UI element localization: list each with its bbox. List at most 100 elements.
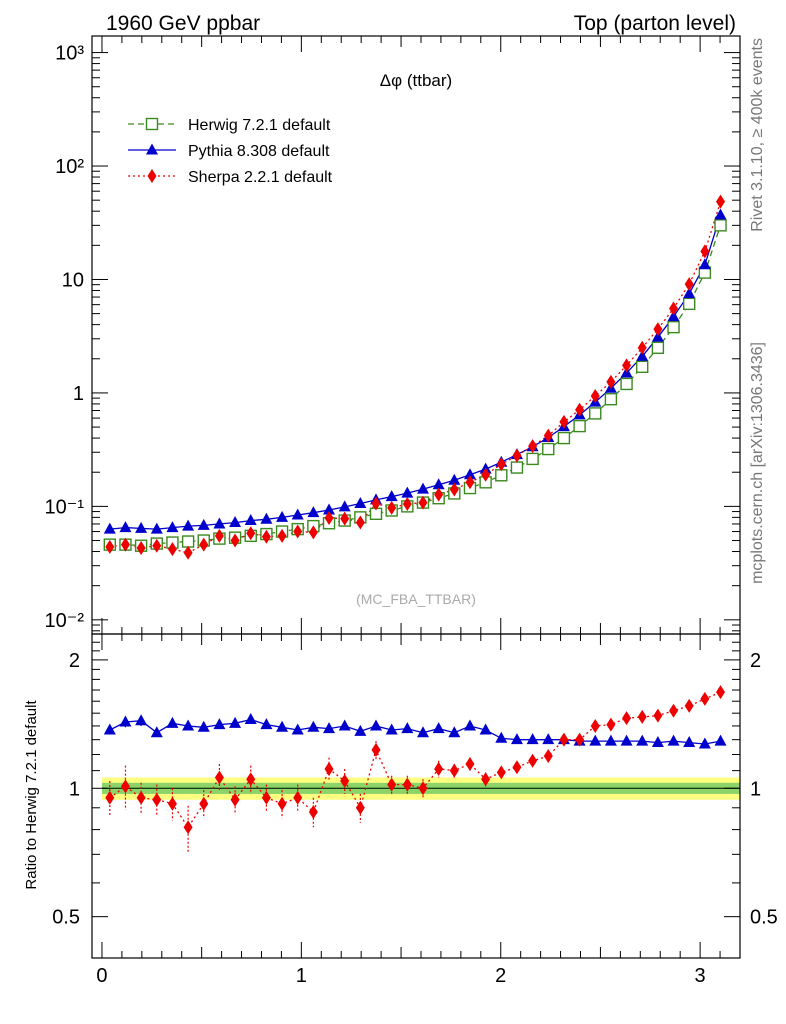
data-point xyxy=(575,402,585,417)
data-point xyxy=(261,529,271,544)
ratio-series-line xyxy=(109,691,721,829)
ratio-point xyxy=(714,734,727,746)
x-tick-label: 0 xyxy=(96,965,107,987)
data-point xyxy=(277,528,287,543)
data-point xyxy=(590,388,600,403)
data-point xyxy=(150,522,163,534)
data-point xyxy=(667,310,680,322)
ratio-point xyxy=(700,691,710,706)
legend-marker xyxy=(147,169,157,183)
ratio-point xyxy=(293,790,303,805)
ratio-point xyxy=(355,800,365,815)
mcplots-label: mcplots.cern.ch [arXiv:1306.3436] xyxy=(749,342,766,584)
main-y-tick-label: 10² xyxy=(55,156,84,178)
ratio-point xyxy=(589,734,602,746)
data-point xyxy=(340,511,350,526)
ratio-point xyxy=(716,685,726,700)
data-point xyxy=(683,287,696,299)
data-point xyxy=(637,340,647,355)
x-tick-label: 1 xyxy=(296,965,307,987)
ratio-point xyxy=(402,777,412,792)
ratio-point xyxy=(449,763,459,778)
data-point xyxy=(543,428,553,443)
ratio-point xyxy=(653,708,663,723)
ratio-point xyxy=(229,716,242,728)
data-point xyxy=(698,258,711,270)
data-point xyxy=(291,508,304,520)
ratio-point xyxy=(637,709,647,724)
ratio-point xyxy=(136,790,146,805)
header-right-label: Top (parton level) xyxy=(574,12,736,35)
ratio-point xyxy=(559,732,569,747)
data-point xyxy=(276,510,289,522)
data-point xyxy=(246,526,256,541)
ratio-point xyxy=(354,724,367,736)
data-point xyxy=(512,448,522,463)
data-point xyxy=(230,533,240,548)
data-point xyxy=(622,358,632,373)
legend-marker xyxy=(145,117,159,131)
ratio-point xyxy=(213,718,226,730)
ratio-point xyxy=(465,757,475,772)
x-tick-label: 2 xyxy=(495,965,506,987)
ratio-point xyxy=(214,770,224,785)
ratio-point xyxy=(651,736,664,748)
data-point xyxy=(604,393,618,406)
ratio-point xyxy=(590,718,600,733)
legend: Herwig 7.2.1 default Pythia 8.308 default… xyxy=(128,117,333,186)
data-point xyxy=(308,525,318,540)
ratio-point xyxy=(495,731,508,743)
legend-label: Herwig 7.2.1 default xyxy=(188,117,331,134)
ratio-point xyxy=(636,734,649,746)
ratio-y-axis: 0.5 0.5 1 1 2 2 xyxy=(52,641,778,959)
data-point xyxy=(323,503,336,515)
data-point xyxy=(136,540,146,555)
ratio-point xyxy=(105,790,115,805)
data-point xyxy=(682,297,696,311)
ratio-point xyxy=(542,733,555,745)
data-point xyxy=(371,496,381,511)
data-point xyxy=(465,475,475,490)
ratio-point xyxy=(432,722,445,734)
ratio-series-line xyxy=(109,718,721,745)
data-point xyxy=(324,510,334,525)
data-point xyxy=(213,517,226,529)
data-point xyxy=(197,518,210,530)
data-point xyxy=(338,500,351,512)
ratio-point xyxy=(683,736,696,748)
main-y-tick-label: 10 xyxy=(62,269,84,291)
data-point xyxy=(182,519,195,531)
data-point xyxy=(542,442,555,456)
data-point xyxy=(244,514,257,526)
ratio-point xyxy=(575,732,585,747)
ratio-point xyxy=(387,777,397,792)
main-y-tick-label: 10⁻² xyxy=(45,610,85,632)
data-point xyxy=(620,377,633,391)
ratio-point xyxy=(150,726,163,738)
data-point xyxy=(166,521,179,533)
main-x-ticks xyxy=(101,36,721,634)
legend-marker xyxy=(146,143,158,155)
data-point xyxy=(495,469,508,482)
ratio-point xyxy=(481,772,491,787)
data-point xyxy=(557,431,571,445)
ratio-x-axis: 0 1 2 3 xyxy=(96,634,721,987)
data-point xyxy=(120,537,130,552)
data-point xyxy=(651,330,664,342)
data-point xyxy=(167,542,177,557)
ratio-point xyxy=(448,726,461,738)
series-line xyxy=(109,201,722,554)
ratio-point xyxy=(526,733,539,745)
data-point xyxy=(119,521,132,533)
data-point xyxy=(589,407,602,420)
ratio-point xyxy=(120,779,130,794)
ratio-point xyxy=(543,749,553,764)
data-point xyxy=(669,301,679,316)
ratio-y-axis-label: Ratio to Herwig 7.2.1 default xyxy=(23,700,40,890)
ratio-point xyxy=(698,737,711,749)
data-point xyxy=(418,495,428,510)
ratio-point xyxy=(463,719,476,731)
data-point xyxy=(152,538,162,553)
analysis-tag: (MC_FBA_TTBAR) xyxy=(356,591,476,607)
